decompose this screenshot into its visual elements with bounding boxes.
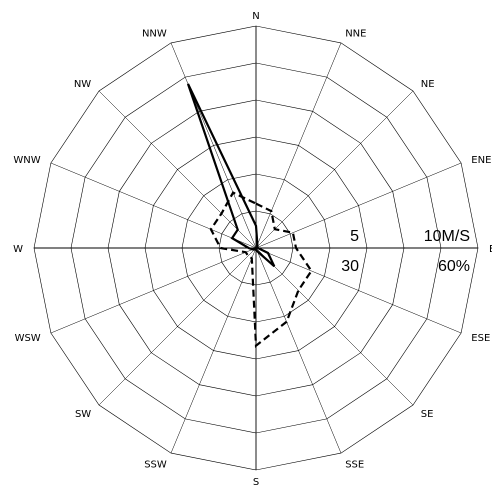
direction-axes [34, 26, 478, 470]
direction-label-nnw: NNW [142, 29, 167, 40]
direction-label-sw: SW [75, 409, 91, 420]
direction-label-n: N [252, 11, 259, 22]
direction-label-se: SE [421, 409, 434, 420]
direction-label-ssw: SSW [144, 459, 167, 470]
spoke-wnw [50, 162, 257, 249]
direction-label-e: E [489, 244, 492, 255]
direction-label-ene: ENE [471, 155, 491, 166]
direction-labels: N NNE NE ENE E ESE SE SSE S SSW SW WSW W WNW NW NNW [13, 11, 492, 488]
direction-label-wnw: WNW [13, 155, 40, 166]
ring-label-frequency-1: 30 [341, 258, 359, 275]
spoke-ssw [170, 247, 257, 454]
direction-label-nw: NW [74, 79, 91, 90]
spoke-nne [255, 42, 342, 249]
spoke-wsw [50, 247, 257, 334]
direction-label-ne: NE [421, 79, 435, 90]
spoke-sse [255, 247, 342, 454]
spoke-ese [255, 247, 462, 334]
direction-label-w: W [13, 244, 23, 255]
spoke-sw [98, 247, 257, 406]
direction-label-sse: SSE [345, 459, 364, 470]
series-layer [186, 83, 313, 348]
direction-label-s: S [253, 477, 259, 488]
series-solid [186, 83, 276, 268]
spoke-ne [255, 90, 414, 249]
spoke-nw [98, 90, 257, 249]
series-dashed [209, 191, 313, 348]
ring-labels: 5 30 10M/S 60% [341, 228, 470, 275]
spoke-nnw [170, 42, 257, 249]
ring-label-frequency-2: 60% [438, 258, 470, 275]
direction-label-ese: ESE [471, 333, 490, 344]
spoke-se [255, 247, 414, 406]
ring-label-speed-1: 5 [350, 228, 359, 245]
direction-label-wsw: WSW [15, 333, 41, 344]
direction-label-nne: NNE [345, 29, 366, 40]
ring-label-speed-2: 10M/S [424, 228, 470, 245]
spoke-ene [255, 162, 462, 249]
